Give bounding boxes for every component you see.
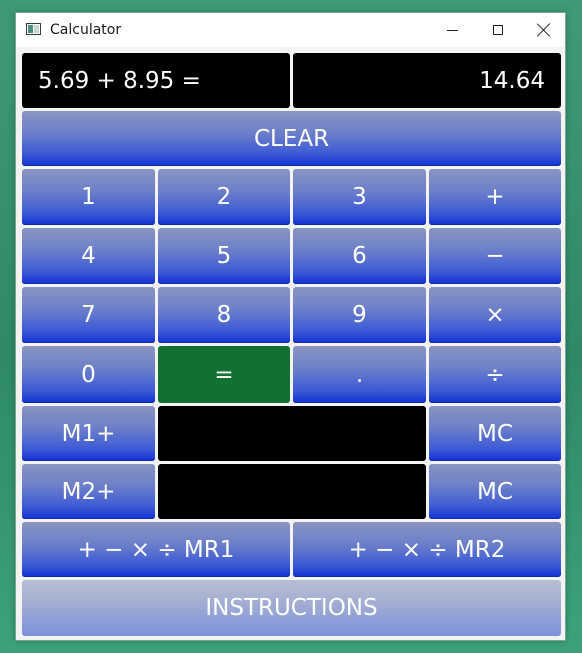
divide-button[interactable]: ÷ xyxy=(429,346,561,403)
memory2-recall-button[interactable]: + − × ÷ MR2 xyxy=(293,522,561,577)
digit-0-button[interactable]: 0 xyxy=(22,346,155,403)
digit-3-button[interactable]: 3 xyxy=(293,169,426,225)
memory2-display xyxy=(158,464,426,519)
digit-7-button[interactable]: 7 xyxy=(22,287,155,343)
maximize-icon xyxy=(493,25,503,35)
maximize-button[interactable] xyxy=(475,13,521,47)
title-bar: Calculator xyxy=(16,13,565,47)
equals-button[interactable]: = xyxy=(158,346,290,403)
close-button[interactable] xyxy=(521,13,567,47)
expression-display: 5.69 + 8.95 = xyxy=(22,53,290,108)
memory1-display xyxy=(158,406,426,461)
calculator-app-icon xyxy=(26,23,41,35)
digit-8-button[interactable]: 8 xyxy=(158,287,290,343)
digit-4-button[interactable]: 4 xyxy=(22,228,155,284)
minimize-button[interactable] xyxy=(429,13,475,47)
multiply-button[interactable]: × xyxy=(429,287,561,343)
memory2-add-button[interactable]: M2+ xyxy=(22,464,155,519)
plus-button[interactable]: + xyxy=(429,169,561,225)
window-title: Calculator xyxy=(50,22,122,38)
result-display: 14.64 xyxy=(293,53,561,108)
minus-button[interactable]: − xyxy=(429,228,561,284)
close-icon xyxy=(537,23,551,37)
digit-6-button[interactable]: 6 xyxy=(293,228,426,284)
decimal-point-button[interactable]: . xyxy=(293,346,426,403)
digit-9-button[interactable]: 9 xyxy=(293,287,426,343)
instructions-button[interactable]: INSTRUCTIONS xyxy=(22,580,561,636)
memory1-recall-button[interactable]: + − × ÷ MR1 xyxy=(22,522,290,577)
memory2-clear-button[interactable]: MC xyxy=(429,464,561,519)
digit-5-button[interactable]: 5 xyxy=(158,228,290,284)
clear-button[interactable]: CLEAR xyxy=(22,111,561,166)
minimize-icon xyxy=(446,29,458,31)
memory1-add-button[interactable]: M1+ xyxy=(22,406,155,461)
memory1-clear-button[interactable]: MC xyxy=(429,406,561,461)
digit-2-button[interactable]: 2 xyxy=(158,169,290,225)
digit-1-button[interactable]: 1 xyxy=(22,169,155,225)
